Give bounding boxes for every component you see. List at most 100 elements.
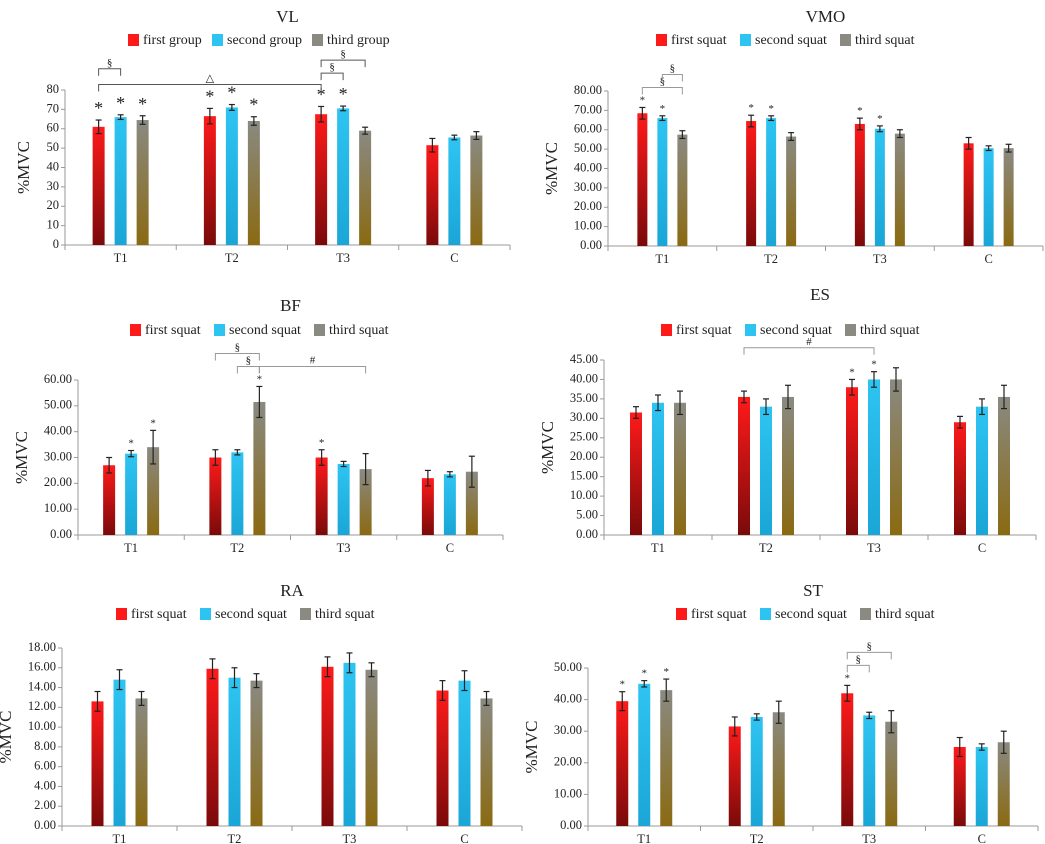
y-tick-label: 0.00: [560, 818, 582, 832]
legend-swatch-3: [314, 324, 325, 336]
bar: [365, 669, 378, 826]
y-tick-label: 5.00: [576, 507, 598, 521]
x-tick-label: T3: [337, 541, 351, 555]
y-tick-label: 40.00: [554, 691, 582, 705]
legend-swatch-1: [130, 324, 141, 336]
y-tick-label: 8.00: [34, 739, 56, 753]
y-axis-label: %MVC: [538, 421, 557, 474]
y-axis-label: %MVC: [542, 142, 561, 195]
bar: [480, 698, 493, 826]
chart-panel-bf: BF first squat second squat third squat 0.00…: [12, 296, 504, 555]
x-tick-label: T2: [225, 251, 239, 265]
bracket-line: [846, 651, 892, 660]
comparison-bracket: §: [661, 62, 683, 82]
bracket-symbol: △: [206, 73, 215, 85]
y-tick-label: 60.00: [574, 122, 602, 136]
bracket-symbol: §: [340, 48, 346, 60]
legend-label-2: second group: [227, 33, 302, 48]
x-tick-label: T1: [124, 541, 138, 555]
bracket-symbol: §: [329, 61, 335, 73]
chart-panel-st: ST first squat second squat third squat 0.00…: [522, 581, 1039, 844]
bracket-line: [846, 664, 870, 673]
chart-title: ST: [803, 581, 823, 600]
bracket-line: [743, 347, 875, 355]
y-tick-label: 12.00: [28, 699, 56, 713]
significance-asterisk: *: [748, 102, 754, 114]
significance-asterisk: *: [660, 103, 666, 115]
bar: [976, 406, 988, 535]
x-tick-label: T1: [651, 541, 665, 555]
bar: [228, 677, 241, 826]
y-tick-label: 60: [47, 121, 60, 135]
legend-swatch-2: [214, 324, 225, 336]
y-tick-label: 30.00: [570, 410, 598, 424]
bar: [250, 680, 263, 826]
legend-label-3: third group: [327, 33, 390, 48]
bracket-line: [661, 73, 683, 82]
legend-swatch-2: [200, 608, 211, 620]
bar: [997, 742, 1010, 826]
x-tick-label: T1: [114, 251, 128, 265]
y-tick-label: 4.00: [34, 778, 56, 792]
bracket-line: [320, 72, 344, 81]
legend-label-1: first group: [143, 33, 202, 48]
bar: [738, 396, 750, 535]
bracket-symbol: §: [246, 354, 252, 366]
bar: [766, 118, 777, 246]
bar: [750, 716, 763, 826]
legend-label-3: third squat: [315, 607, 375, 622]
significance-asterisk: *: [116, 93, 125, 113]
comparison-bracket: #: [258, 354, 367, 374]
y-tick-label: 40.00: [44, 424, 72, 438]
y-tick-label: 30.00: [44, 449, 72, 463]
bar: [443, 474, 456, 535]
significance-asterisk: *: [257, 373, 263, 385]
y-tick-label: 10.00: [44, 501, 72, 515]
bar: [315, 114, 328, 245]
bar: [630, 412, 642, 535]
bar: [253, 401, 266, 535]
bar: [782, 396, 794, 535]
bracket-line: [236, 365, 260, 374]
significance-asterisk: *: [339, 84, 348, 104]
bracket-line: [214, 352, 260, 361]
y-tick-label: 18.00: [28, 640, 56, 654]
y-tick-label: 10.00: [28, 719, 56, 733]
significance-asterisk: *: [640, 94, 646, 106]
y-tick-label: 35.00: [570, 391, 598, 405]
bracket-symbol: §: [235, 341, 241, 353]
x-tick-label: T1: [637, 832, 651, 844]
significance-asterisk: *: [94, 98, 103, 118]
y-tick-label: 2.00: [34, 798, 56, 812]
y-tick-label: 14.00: [28, 679, 56, 693]
legend-label-2: second squat: [775, 607, 847, 622]
y-tick-label: 30.00: [554, 723, 582, 737]
y-tick-label: 45.00: [570, 352, 598, 366]
bar: [125, 453, 138, 535]
bar: [998, 396, 1010, 535]
significance-asterisk: *: [249, 95, 258, 115]
legend-label-3: third squat: [855, 33, 915, 48]
bar: [147, 447, 160, 535]
bar: [225, 107, 238, 245]
comparison-bracket: §: [320, 48, 366, 68]
bracket-line: [320, 59, 366, 68]
significance-asterisk: *: [664, 666, 670, 678]
bar: [975, 747, 988, 826]
bar: [954, 422, 966, 535]
significance-asterisk: *: [642, 668, 648, 680]
bar: [114, 117, 127, 245]
significance-asterisk: *: [845, 672, 851, 684]
comparison-bracket: △: [98, 73, 322, 92]
chart-panel-vmo: VMO first squat second squat third squat 0.0…: [542, 7, 1044, 266]
chart-panel-vl: VL first group second group third group 0 10 2…: [14, 7, 511, 265]
chart-title: BF: [280, 296, 301, 315]
y-axis-label: %MVC: [12, 431, 31, 484]
y-tick-label: 30: [47, 179, 60, 193]
bar: [231, 452, 244, 535]
y-tick-label: 70: [47, 101, 60, 115]
bracket-symbol: §: [107, 57, 113, 69]
bar: [315, 457, 328, 535]
bar: [963, 143, 974, 246]
y-tick-label: 0.00: [576, 527, 598, 541]
